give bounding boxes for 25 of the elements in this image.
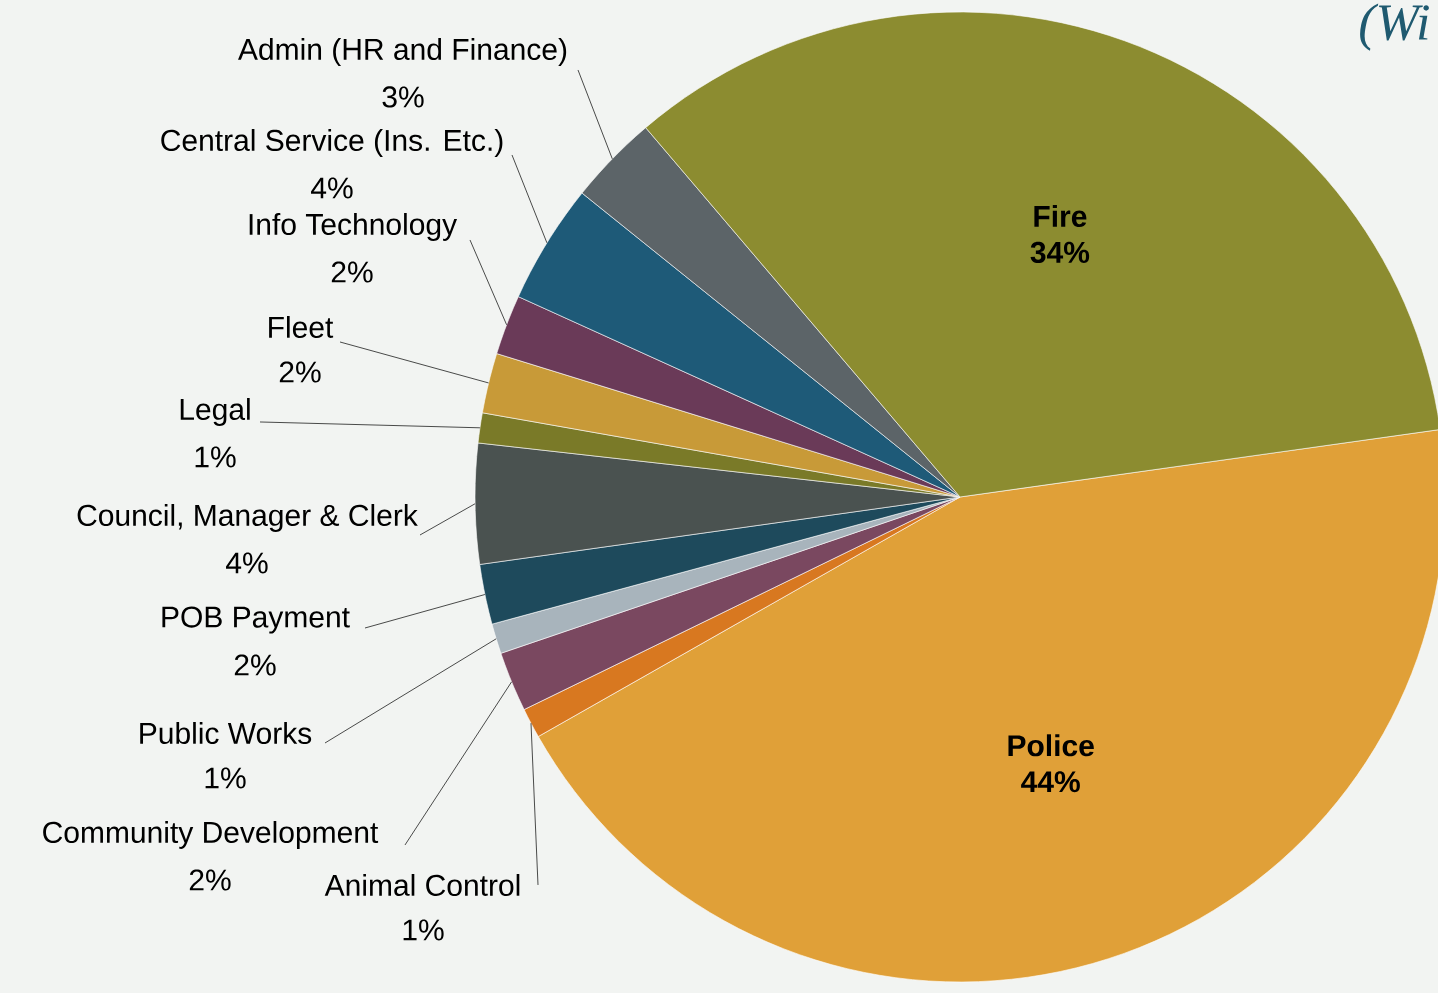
- text: (Wi: [1360, 3, 1429, 51]
- slice-label: Public Works: [140, 721, 312, 745]
- slice-label: Info Technology: [249, 213, 458, 241]
- data-label: 2%: [331, 261, 373, 283]
- slice-label: Police: [1008, 734, 1094, 757]
- data-label: 4%: [226, 552, 268, 574]
- data-label: 2%: [189, 869, 231, 891]
- data-label: 2%: [279, 361, 321, 383]
- slice-label: Fire: [1034, 204, 1087, 228]
- slice-label: Community Development: [43, 821, 379, 849]
- slice-label: Legal: [180, 398, 250, 426]
- data-label: 1%: [195, 446, 236, 468]
- slice-label: Animal Control: [324, 873, 520, 897]
- data-label: 44%: [1021, 771, 1080, 793]
- data-label: 34%: [1030, 241, 1090, 264]
- slice-label: Central Service (Ins. Etc.): [161, 129, 503, 157]
- data-label: 3%: [382, 86, 424, 108]
- data-label: 2%: [234, 654, 276, 676]
- slice-label: Fleet: [269, 315, 334, 339]
- slice-label: Admin (HR and Finance): [238, 38, 567, 66]
- data-label: 1%: [205, 767, 246, 789]
- data-label: 1%: [403, 919, 444, 941]
- slice-label: Council, Manager & Clerk: [77, 504, 418, 532]
- slice-label: POB Payment: [162, 606, 350, 634]
- data-label: 4%: [311, 177, 353, 199]
